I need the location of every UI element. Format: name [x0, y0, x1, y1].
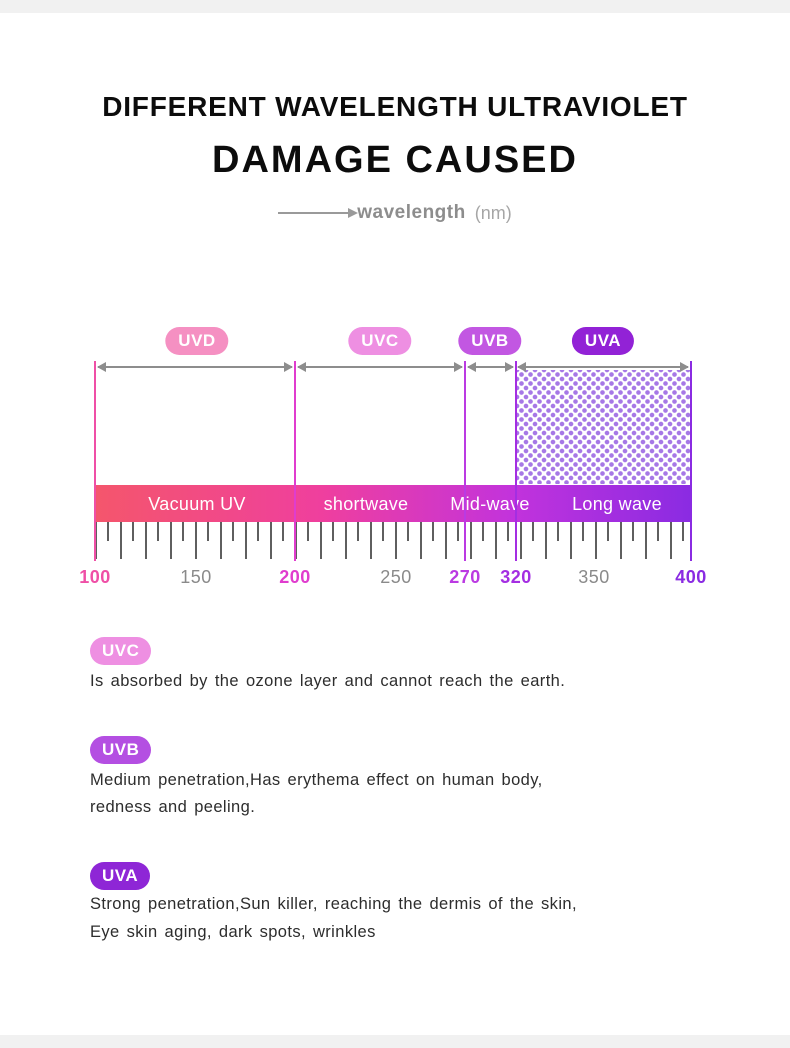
legend-uva-text-line1: Strong penetration,Sun killer, reaching …	[90, 895, 577, 913]
boundary-line-270	[464, 361, 466, 561]
uvd-range-arrow	[97, 362, 293, 372]
uva-range-arrow	[517, 362, 689, 372]
scale-label-150: 150	[180, 567, 212, 587]
uvc-range-arrow	[297, 362, 463, 372]
band-label-long-wave: Long wave	[572, 494, 662, 514]
legend-uva-badge: UVA	[90, 862, 151, 890]
band-label-mid-wave: Mid-wave	[450, 494, 530, 514]
uvc-band-badge: UVC	[348, 327, 412, 355]
legend-uvb-badge: UVB	[90, 736, 152, 764]
band-label-vacuum-uv: Vacuum UV	[148, 494, 246, 514]
boundary-line-400	[690, 361, 692, 561]
uvb-range-arrow	[467, 362, 514, 372]
scale-label-350: 350	[578, 567, 610, 587]
scale-label-200: 200	[279, 567, 311, 587]
boundary-line-320	[515, 361, 517, 561]
uva-dot-pattern	[517, 370, 690, 484]
uvd-band-badge: UVD	[165, 327, 229, 355]
page-title-line1: DIFFERENT WAVELENGTH ULTRAVIOLET	[102, 91, 688, 122]
page-title-line2: DAMAGE CAUSED	[212, 139, 578, 181]
boundary-line-100	[94, 361, 96, 561]
uva-band-badge: UVA	[571, 327, 635, 355]
legend-uvb-text-line1: Medium penetration,Has erythema effect o…	[90, 771, 543, 789]
scale-label-400: 400	[675, 567, 707, 587]
page-top-margin	[0, 0, 790, 13]
band-label-shortwave: shortwave	[323, 494, 409, 514]
scale-label-320: 320	[500, 567, 532, 587]
scale-label-100: 100	[79, 567, 111, 587]
wavelength-ruler	[95, 522, 693, 559]
legend-uvb-text-line2: redness and peeling.	[90, 798, 256, 816]
legend-uvc-badge: UVC	[90, 637, 152, 665]
uvb-band-badge: UVB	[458, 327, 522, 355]
page-bottom-margin	[0, 1035, 790, 1048]
wavelength-axis-caption: wavelength (nm)	[0, 202, 790, 224]
right-arrow-icon	[278, 208, 359, 218]
boundary-line-200	[294, 361, 296, 561]
wavelength-unit: (nm)	[474, 202, 512, 223]
legend-uva-text-line2: Eye skin aging, dark spots, wrinkles	[90, 923, 376, 941]
ruler-minor-ticks	[107, 522, 693, 541]
legend-uvc-text: Is absorbed by the ozone layer and canno…	[90, 672, 566, 690]
spectrum-gradient-bar	[95, 485, 692, 522]
wavelength-label: wavelength	[357, 202, 466, 223]
scale-label-250: 250	[380, 567, 412, 587]
scale-label-270: 270	[449, 567, 481, 587]
